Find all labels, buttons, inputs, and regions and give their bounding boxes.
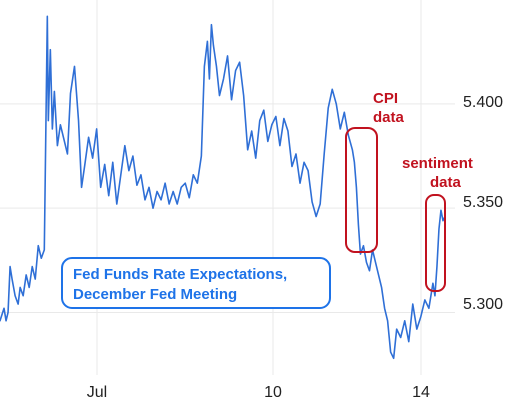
series-layer	[0, 15, 446, 360]
cpi-annotation-line-2: data	[373, 109, 405, 126]
sentiment-annotation: sentiment data	[402, 155, 473, 292]
x-axis-ticks: Jul 10 14	[87, 384, 430, 401]
y-axis-ticks: 5.400 5.350 5.300	[463, 94, 503, 313]
cpi-highlight-box	[345, 127, 378, 253]
series-line	[0, 15, 446, 360]
chart-title-line-2: December Fed Meeting	[73, 286, 237, 303]
cpi-annotation-line-1: CPI	[373, 90, 398, 107]
y-tick-5-400: 5.400	[463, 94, 503, 111]
grid-layer	[0, 0, 455, 375]
x-tick-jul: Jul	[87, 384, 107, 401]
sentiment-annotation-line-2: data	[430, 174, 462, 191]
y-tick-5-300: 5.300	[463, 296, 503, 313]
x-tick-10: 10	[264, 384, 282, 401]
y-tick-5-350: 5.350	[463, 194, 503, 211]
sentiment-highlight-box	[425, 194, 446, 292]
chart-title-box: Fed Funds Rate Expectations, December Fe…	[61, 257, 331, 309]
x-tick-14: 14	[412, 384, 430, 401]
cpi-annotation: CPI data	[345, 90, 405, 253]
chart-title-line-1: Fed Funds Rate Expectations,	[73, 266, 287, 283]
sentiment-annotation-line-1: sentiment	[402, 155, 473, 172]
